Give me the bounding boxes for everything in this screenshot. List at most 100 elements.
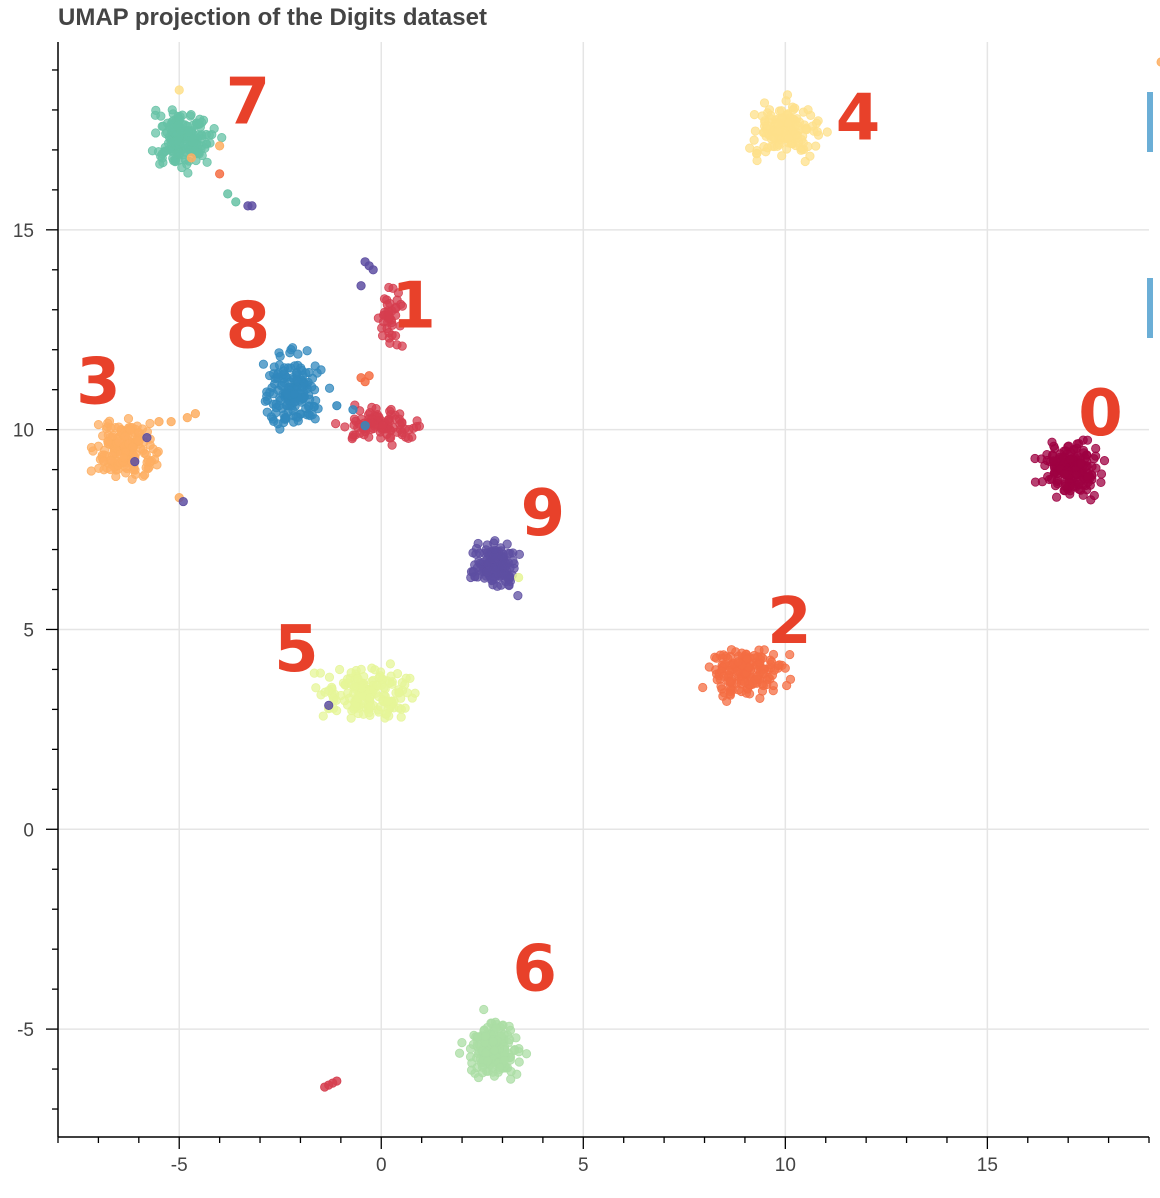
data-point [297,382,307,392]
data-point [1078,445,1089,456]
data-point [310,414,320,424]
data-point [768,686,778,696]
data-point [349,420,359,430]
data-point [1074,479,1084,490]
data-point [1049,441,1059,451]
data-point [183,168,193,178]
data-point [290,361,300,371]
data-point [1082,435,1093,445]
data-point [514,572,524,583]
data-point [763,143,773,153]
data-point [718,650,729,660]
data-point [407,432,417,442]
data-point [274,401,284,411]
data-point [384,433,395,443]
data-point [474,556,484,567]
data-point [1156,57,1160,67]
data-point [381,709,392,719]
data-point [1060,481,1070,491]
x-tick-label: 15 [977,1155,998,1176]
data-point [318,711,328,721]
data-point [119,453,129,463]
data-point [513,591,523,601]
data-point [324,700,334,710]
data-point [480,1031,491,1041]
data-point [502,571,512,581]
data-point [1030,477,1041,487]
data-point [488,1037,498,1047]
x-tick-label: 10 [775,1155,796,1176]
data-point [757,111,767,121]
data-point [1065,454,1075,464]
data-point [1046,474,1057,484]
data-point [121,468,131,478]
data-point [174,85,184,95]
data-points [86,57,1160,1092]
data-point [400,703,410,713]
data-point [125,425,135,435]
data-point [324,672,335,682]
cluster-label-1: 1 [391,269,436,343]
data-point [468,1039,478,1050]
data-point [489,552,500,562]
data-point [103,436,113,447]
data-point [86,466,96,476]
data-point [303,401,314,412]
data-point [776,106,787,116]
data-point [477,1062,488,1072]
data-point [487,1062,498,1072]
data-point [502,539,512,549]
data-point [514,1047,524,1057]
x-tick-label: 5 [578,1155,589,1176]
data-point [313,404,323,414]
data-point [407,693,417,703]
data-point [1091,443,1101,454]
data-point [759,98,770,108]
data-point [1076,458,1086,469]
data-point [396,299,406,309]
data-point [496,580,506,590]
data-point [120,431,130,441]
data-point [348,405,358,415]
data-point [725,689,735,699]
data-point [215,141,225,151]
data-point [712,675,722,685]
data-point [195,114,205,124]
data-point [151,128,161,138]
data-point [1096,477,1106,487]
data-point [209,124,219,134]
data-point [130,457,140,467]
data-point [472,572,483,582]
data-point [483,1056,493,1066]
data-point [698,682,708,693]
data-point [142,433,152,443]
data-point [466,567,477,577]
x-tick-label: -5 [171,1155,188,1176]
legend-glyph [1147,278,1153,338]
data-point [752,672,762,682]
data-point [106,455,116,465]
cluster-labels: 0 1 2 3 4 5 6 7 8 9 [76,66,1123,1007]
data-point [356,281,366,291]
data-point [113,437,123,447]
data-point [202,157,212,167]
data-point [365,693,375,703]
data-point [1096,469,1107,479]
data-point [750,126,760,136]
data-point [127,442,137,452]
data-point [340,422,350,432]
data-point [186,153,196,163]
data-point [159,147,169,157]
data-point [331,419,341,429]
data-point [350,682,360,692]
data-point [133,436,143,446]
data-point [752,155,762,166]
data-point [377,420,388,430]
data-point [158,157,168,168]
data-point [1089,490,1099,501]
data-point [793,121,803,131]
data-point [780,663,790,673]
data-point [334,664,345,675]
data-point [374,412,384,422]
data-point [394,414,404,424]
